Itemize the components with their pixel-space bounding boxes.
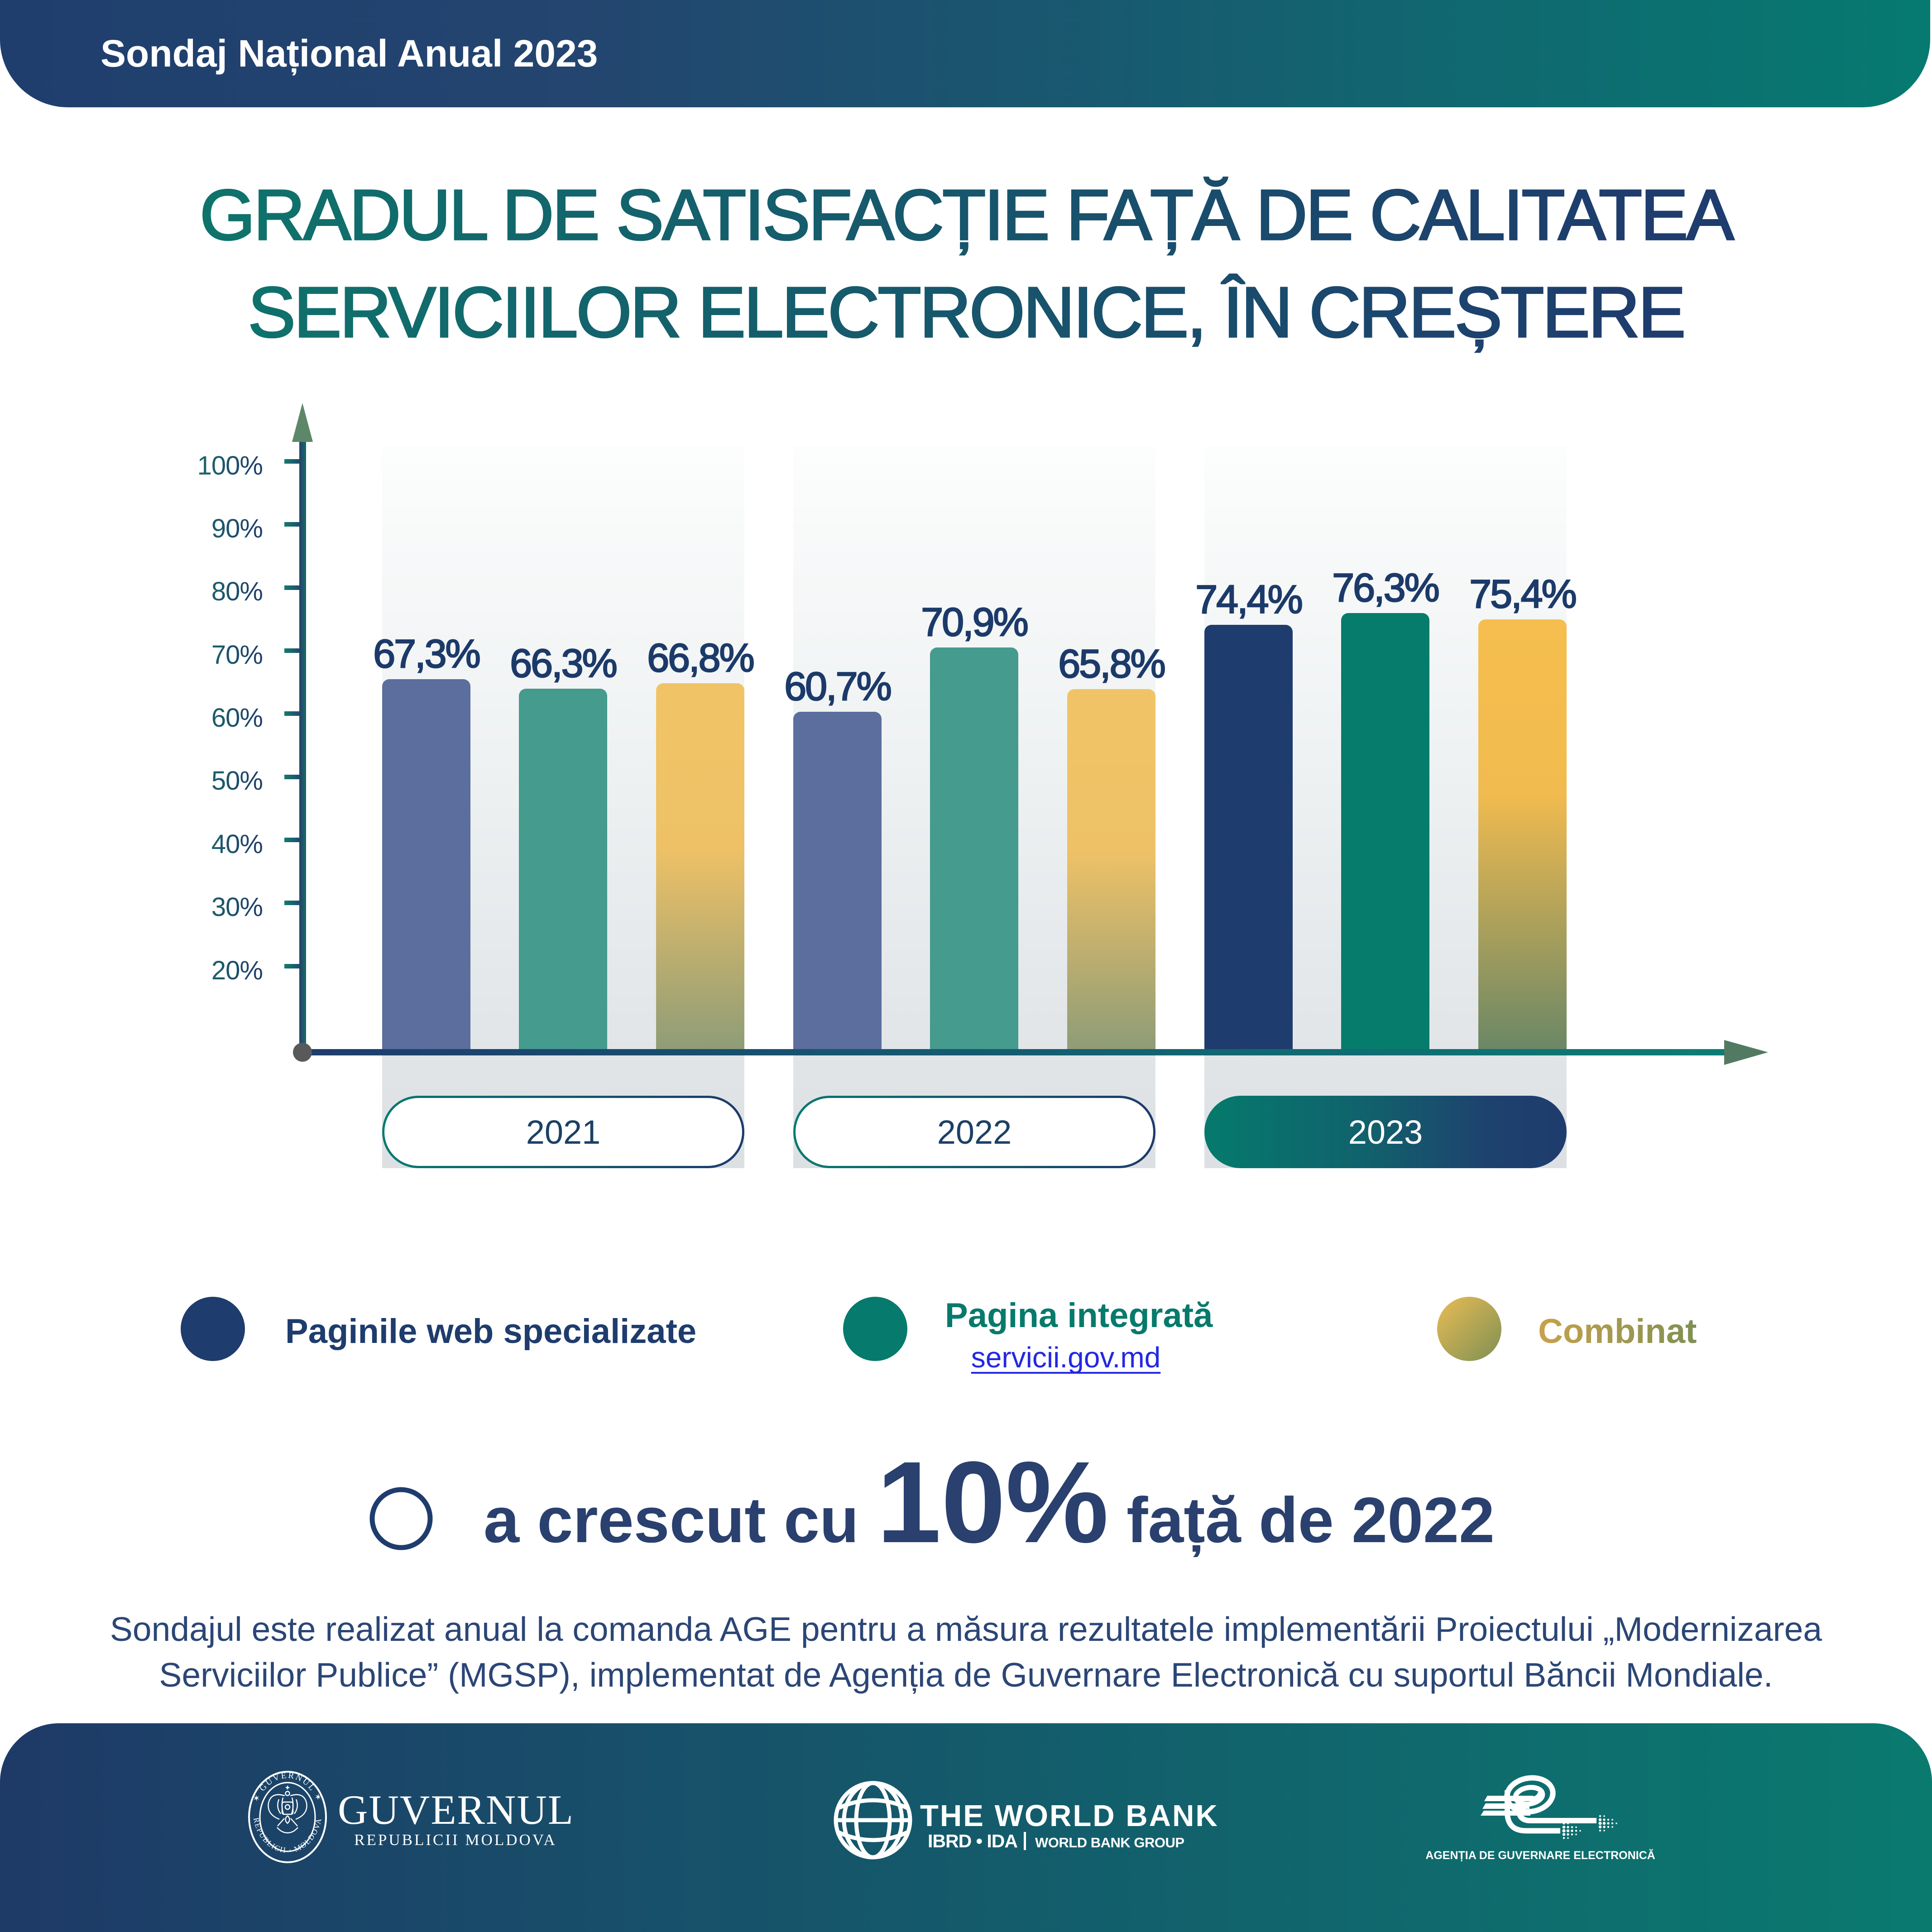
- svg-text:GUVERNUL: GUVERNUL: [338, 1787, 574, 1833]
- svg-text:a crescut cu 10% față de 2022: a crescut cu 10% față de 2022: [484, 1438, 1495, 1567]
- svg-text:THE WORLD BANK: THE WORLD BANK: [920, 1799, 1219, 1833]
- svg-text:IBRD • IDA: IBRD • IDA: [928, 1831, 1017, 1851]
- svg-text:WORLD BANK GROUP: WORLD BANK GROUP: [1035, 1835, 1184, 1851]
- svg-text:REPUBLICII MOLDOVA: REPUBLICII MOLDOVA: [354, 1831, 557, 1849]
- svg-text:REPUBLICII · MOLDOVA: REPUBLICII · MOLDOVA: [252, 1817, 323, 1855]
- svg-text:AGENȚIA DE GUVERNARE ELECTRONI: AGENȚIA DE GUVERNARE ELECTRONICĂ: [1426, 1849, 1655, 1862]
